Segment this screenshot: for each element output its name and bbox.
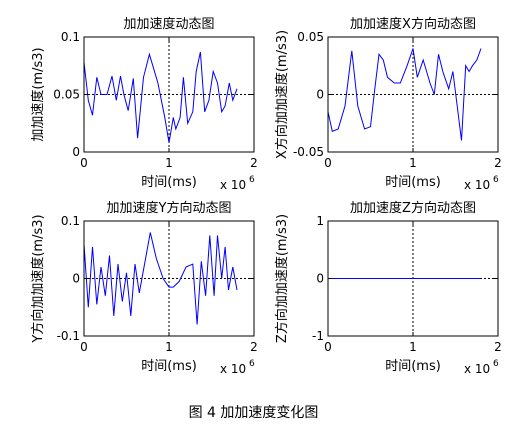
x-tick-label: 1 (165, 156, 173, 170)
y-tick-label: 0 (316, 88, 324, 102)
x-tick-label: 0 (324, 340, 332, 354)
subplot-title: 加加速度Y方向动态图 (107, 200, 232, 216)
x-axis-label: 时间(ms) (141, 175, 197, 190)
x-tick-label: 2 (494, 156, 502, 170)
x-exponent-power: 6 (249, 175, 255, 185)
subplot-title: 加加速度Z方向动态图 (350, 200, 476, 216)
series-line (83, 51, 238, 143)
x-tick-label: 1 (409, 156, 417, 170)
x-axis-label: 时间(ms) (385, 175, 441, 190)
x-tick-label: 0 (80, 340, 88, 354)
y-axis-label: Y方向加加速度(m/s3) (30, 214, 46, 343)
y-tick-label: 0 (316, 272, 324, 286)
y-tick-label: 0 (72, 145, 80, 159)
subplot-title: 加加速度X方向动态图 (350, 16, 476, 32)
y-tick-label: 0.05 (297, 30, 324, 44)
y-tick-label: -0.1 (57, 329, 80, 343)
x-tick-label: 0 (324, 156, 332, 170)
x-exponent-label: x 10 (220, 362, 246, 376)
x-tick-label: 2 (250, 340, 258, 354)
x-exponent-label: x 10 (464, 178, 490, 192)
y-tick-label: 0.05 (53, 88, 80, 102)
x-tick-label: 2 (250, 156, 258, 170)
y-axis-label: X方向加加速度(m/s3) (274, 30, 290, 159)
x-tick-label: 1 (165, 340, 173, 354)
x-exponent-power: 6 (493, 175, 499, 185)
y-tick-label: 0.1 (61, 214, 80, 228)
x-exponent-power: 6 (493, 359, 499, 369)
y-tick-label: 0 (72, 272, 80, 286)
x-tick-label: 0 (80, 156, 88, 170)
x-axis-label: 时间(ms) (385, 359, 441, 374)
x-tick-label: 1 (409, 340, 417, 354)
subplot-title: 加加速度动态图 (123, 16, 214, 32)
series-line (83, 232, 238, 325)
x-exponent-label: x 10 (464, 362, 490, 376)
y-axis-label: Z方向加加速度(m/s3) (274, 214, 290, 343)
x-axis-label: 时间(ms) (141, 359, 197, 374)
y-tick-label: 1 (316, 214, 324, 228)
y-tick-label: 0.1 (61, 30, 80, 44)
series-line (327, 48, 482, 141)
y-axis-label: 加加速度(m/s3) (30, 47, 46, 141)
figure-caption: 图 4 加加速度变化图 (188, 405, 319, 421)
x-exponent-label: x 10 (220, 178, 246, 192)
x-exponent-power: 6 (249, 359, 255, 369)
x-tick-label: 2 (494, 340, 502, 354)
y-tick-label: -0.05 (293, 145, 324, 159)
y-tick-label: -1 (312, 329, 324, 343)
